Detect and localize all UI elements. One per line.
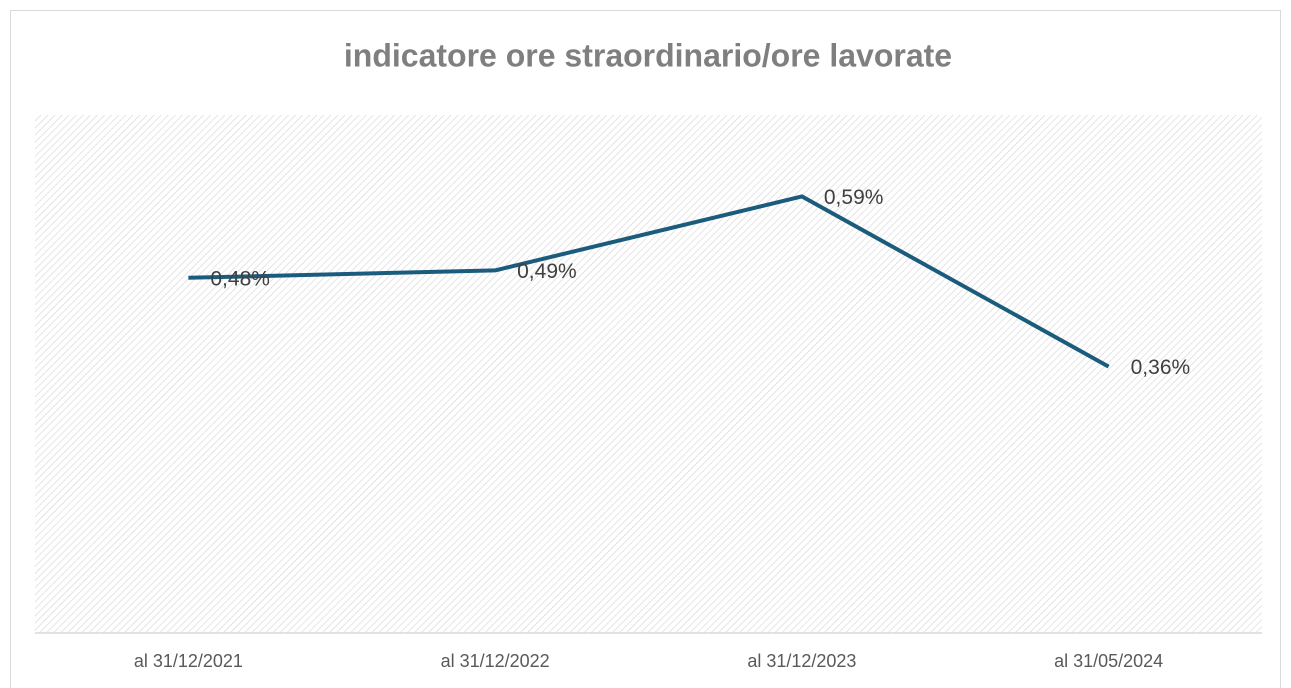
data-label: 0,48% xyxy=(210,267,270,290)
series-line xyxy=(188,194,1110,369)
x-tick-label: al 31/05/2024 xyxy=(1054,651,1163,671)
plot-area xyxy=(35,115,1262,633)
x-tick-label: al 31/12/2022 xyxy=(441,651,550,671)
chart-title: indicatore ore straordinario/ore lavorat… xyxy=(344,37,952,73)
x-tick-label: al 31/12/2021 xyxy=(134,651,243,671)
x-tick-label: al 31/12/2023 xyxy=(747,651,856,671)
data-label: 0,36% xyxy=(1131,356,1191,379)
data-label: 0,59% xyxy=(824,186,884,209)
data-label: 0,49% xyxy=(517,260,577,283)
